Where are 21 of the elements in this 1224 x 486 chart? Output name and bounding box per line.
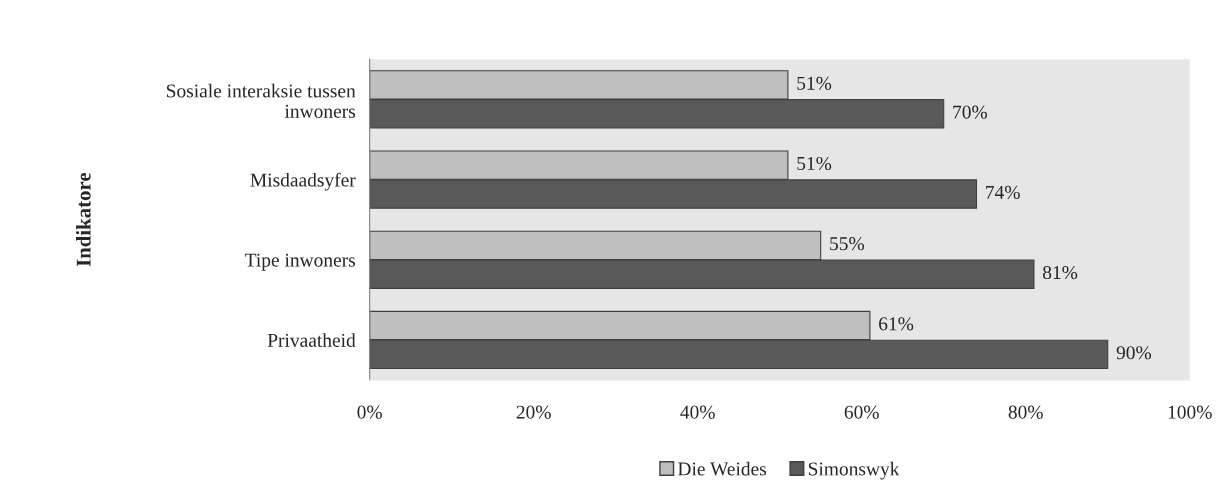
x-tick-label: 100%: [1168, 405, 1212, 419]
data-label: 51%: [797, 156, 832, 171]
x-tick-label: 0%: [357, 405, 382, 419]
legend-label: Simonswyk: [808, 461, 900, 480]
y-tick-label: Tipe inwoners: [245, 253, 356, 271]
y-tick-label: Misdaadsyfer: [250, 172, 356, 191]
data-label: 81%: [1042, 265, 1078, 280]
data-label: 61%: [879, 317, 914, 331]
y-tick-label: Privaatheid: [267, 333, 356, 347]
y-axis-title: Indikatore: [76, 172, 91, 267]
x-tick-label: 60%: [844, 405, 879, 419]
data-label: 51%: [797, 76, 832, 90]
x-tick-label: 40%: [680, 405, 715, 419]
data-label: 74%: [986, 185, 1020, 199]
x-tick-label: 80%: [1008, 405, 1043, 419]
data-label: 55%: [830, 237, 864, 251]
data-label: 70%: [953, 105, 988, 119]
legend-label: Die Weides: [677, 461, 767, 476]
y-tick-label: Sosiale interaksie tussen inwoners: [166, 83, 356, 118]
data-label: 90%: [1116, 346, 1152, 360]
x-tick-label: 20%: [516, 405, 551, 419]
